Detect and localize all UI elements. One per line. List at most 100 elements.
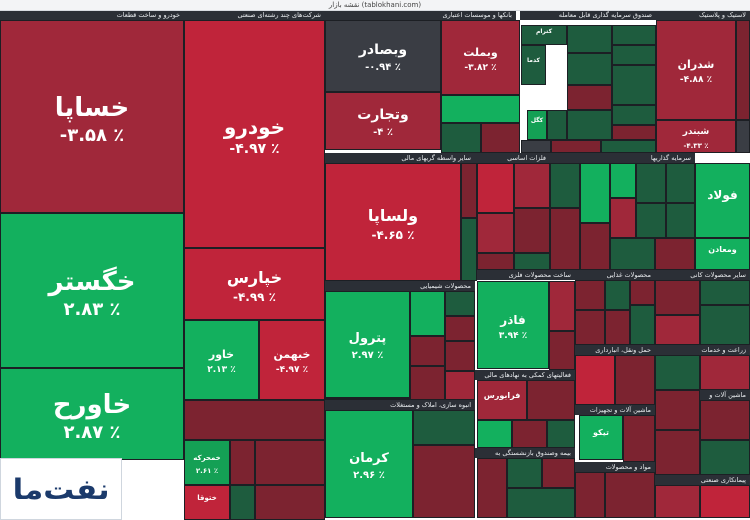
symbol-tile[interactable] [610,163,636,198]
symbol-tile[interactable] [507,458,542,488]
symbol-tile[interactable] [477,213,514,253]
symbol-tile[interactable] [549,281,575,331]
symbol-tile[interactable] [477,420,512,448]
symbol-tile[interactable] [605,280,630,310]
symbol-tile[interactable]: فاذر ۳.۹۴ ٪ [477,281,549,369]
symbol-tile[interactable] [521,140,551,153]
symbol-tile[interactable] [612,105,656,125]
symbol-tile[interactable] [410,366,445,400]
symbol-tile[interactable] [410,336,445,366]
symbol-tile[interactable] [575,472,605,518]
symbol-tile[interactable] [527,380,575,420]
symbol-tile[interactable] [514,208,550,253]
symbol-tile[interactable] [550,208,580,270]
symbol-tile[interactable] [623,415,655,462]
symbol-tile[interactable]: کگل [527,110,547,140]
symbol-tile[interactable]: ولساپا -۴.۶۵ ٪ [325,163,461,281]
symbol-tile[interactable]: خپارس -۴.۹۹ ٪ [184,248,325,320]
symbol-tile[interactable] [636,163,666,203]
symbol-tile[interactable] [700,305,750,345]
symbol-tile[interactable] [610,238,655,270]
symbol-tile[interactable]: خبهمن -۴.۹۷ ٪ [259,320,325,400]
symbol-tile[interactable]: کترام [521,25,567,45]
symbol-tile[interactable]: خودرو -۴.۹۷ ٪ [184,20,325,248]
symbol-tile[interactable] [636,203,666,238]
symbol-tile[interactable] [655,485,700,518]
symbol-tile[interactable] [612,65,656,105]
symbol-tile[interactable] [700,355,750,390]
symbol-tile[interactable]: وبملت -۳.۸۲ ٪ [441,20,520,95]
symbol-tile[interactable]: وبصادر -۰.۹۴ ٪ [325,20,441,92]
symbol-tile[interactable] [655,355,700,390]
symbol-tile[interactable] [736,20,750,120]
symbol-tile[interactable] [514,253,550,270]
symbol-tile[interactable] [410,291,445,336]
symbol-tile[interactable] [612,125,656,140]
symbol-tile[interactable] [736,120,750,153]
symbol-tile[interactable] [230,485,255,520]
symbol-tile[interactable]: کرمان ۲.۹۶ ٪ [325,410,413,518]
symbol-tile[interactable] [630,305,655,345]
symbol-tile[interactable] [575,355,615,405]
symbol-tile[interactable]: وتجارت -۴ ٪ [325,92,441,150]
symbol-tile[interactable] [514,163,550,208]
symbol-tile[interactable] [445,371,475,400]
symbol-tile[interactable] [542,458,575,488]
symbol-tile[interactable] [567,85,612,110]
symbol-tile[interactable] [666,203,695,238]
symbol-tile[interactable] [567,25,612,53]
symbol-tile[interactable] [615,355,655,405]
symbol-tile[interactable] [551,140,601,153]
symbol-tile[interactable]: خاور ۲.۱۳ ٪ [184,320,259,400]
symbol-tile[interactable] [512,420,547,448]
symbol-tile[interactable] [601,140,656,153]
symbol-tile[interactable] [461,163,477,218]
symbol-tile[interactable] [605,310,630,345]
symbol-tile[interactable] [477,163,514,213]
symbol-tile[interactable] [481,123,520,153]
symbol-tile[interactable]: شبندر -۴.۳۳ ٪ [656,120,736,153]
symbol-tile[interactable] [630,280,655,305]
symbol-tile[interactable] [547,420,575,448]
symbol-tile[interactable] [700,400,750,440]
symbol-tile[interactable]: خمحرکه ۲.۶۱ ٪ [184,440,230,485]
symbol-tile[interactable] [325,398,410,400]
symbol-tile[interactable] [655,390,700,430]
symbol-tile[interactable] [655,430,700,475]
symbol-tile[interactable] [575,310,605,345]
symbol-tile[interactable] [700,280,750,305]
symbol-tile[interactable] [612,25,656,45]
symbol-tile[interactable] [445,291,475,316]
symbol-tile[interactable]: خگستر ۲.۸۳ ٪ [0,213,184,368]
symbol-tile[interactable]: پترول ۲.۹۷ ٪ [325,291,410,398]
symbol-tile[interactable]: کدما [521,45,546,85]
symbol-tile[interactable] [700,485,750,518]
symbol-tile[interactable]: خاورح ۲.۸۷ ٪ [0,368,184,460]
symbol-tile[interactable] [605,472,655,518]
symbol-tile[interactable] [666,163,695,203]
symbol-tile[interactable] [441,123,481,153]
symbol-tile[interactable] [550,163,580,208]
symbol-tile[interactable] [549,331,575,370]
symbol-tile[interactable] [612,45,656,65]
symbol-tile[interactable] [580,163,610,223]
symbol-tile[interactable] [445,341,475,371]
symbol-tile[interactable] [255,485,325,520]
symbol-tile[interactable] [575,280,605,310]
symbol-tile[interactable] [413,445,475,518]
symbol-tile[interactable] [445,316,475,341]
symbol-tile[interactable] [655,280,700,315]
symbol-tile[interactable] [507,488,575,518]
symbol-tile[interactable] [255,440,325,485]
symbol-tile[interactable] [700,440,750,475]
symbol-tile[interactable] [655,315,700,345]
symbol-tile[interactable] [184,400,325,440]
symbol-tile[interactable]: تیکو [579,415,623,460]
symbol-tile[interactable]: فرابورس [477,380,527,420]
symbol-tile[interactable] [655,238,695,270]
symbol-tile[interactable]: فولاد [695,163,750,238]
symbol-tile[interactable] [567,53,612,85]
symbol-tile[interactable]: خساپا -۳.۵۸ ٪ [0,20,184,213]
symbol-tile[interactable]: شدران -۴.۸۸ ٪ [656,20,736,120]
symbol-tile[interactable] [567,110,612,140]
